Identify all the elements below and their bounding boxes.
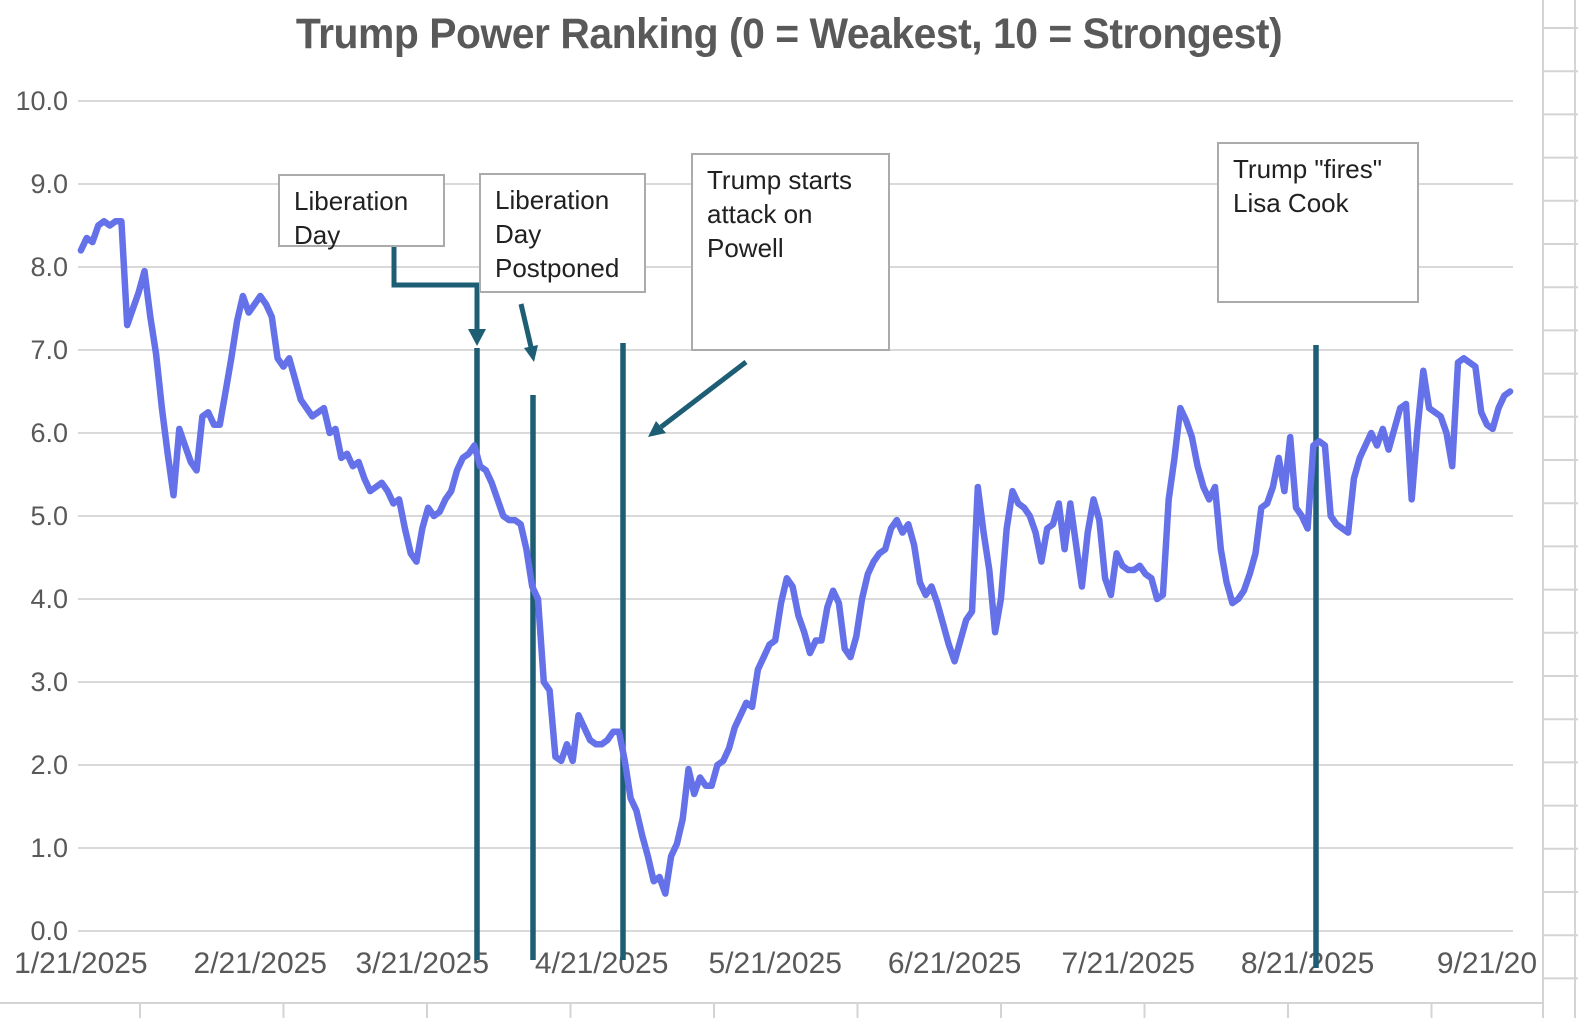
y-axis-tick-label: 8.0 — [30, 252, 68, 282]
y-axis-tick-label: 5.0 — [30, 501, 68, 531]
x-axis-tick-label: 4/21/2025 — [535, 947, 668, 980]
x-axis-tick-label: 6/21/2025 — [888, 947, 1021, 980]
x-axis-tick-label: 5/21/2025 — [709, 947, 842, 980]
y-axis-tick-label: 7.0 — [30, 335, 68, 365]
y-axis-tick-label: 4.0 — [30, 584, 68, 614]
x-axis-tick-label: 9/21/20 — [1437, 947, 1537, 980]
annotation-connector — [659, 360, 748, 429]
x-axis-tick-label: 3/21/2025 — [356, 947, 489, 980]
annotation-label: Liberation Day — [294, 186, 409, 250]
chart-title: Trump Power Ranking (0 = Weakest, 10 = S… — [295, 10, 1283, 58]
annotation-connector — [391, 229, 480, 330]
y-axis-tick-label: 1.0 — [30, 833, 68, 863]
y-axis-tick-label: 9.0 — [30, 169, 68, 199]
arrow-down-left-icon — [648, 421, 666, 437]
x-axis-tick-label: 1/21/2025 — [14, 947, 147, 980]
y-axis-tick-label: 2.0 — [30, 750, 68, 780]
y-axis-tick-label: 6.0 — [30, 418, 68, 448]
annotation-box-powell-attack[interactable]: Trump starts attack on Powell — [691, 153, 890, 351]
arrow-down-icon — [468, 329, 486, 346]
arrow-down-icon — [524, 345, 538, 362]
y-axis-tick-label: 10.0 — [15, 86, 68, 116]
x-axis-tick-label: 7/21/2025 — [1061, 947, 1194, 980]
y-axis-tick-label: 3.0 — [30, 667, 68, 697]
annotation-box-liberation-day[interactable]: Liberation Day — [278, 174, 445, 250]
annotation-label: Trump starts attack on Powell — [707, 165, 852, 263]
x-axis-tick-label: 2/21/2025 — [194, 947, 327, 980]
annotation-label: Trump "fires" Lisa Cook — [1233, 154, 1382, 218]
annotation-box-fires-lisa-cook[interactable]: Trump "fires" Lisa Cook — [1217, 142, 1419, 303]
annotation-box-liberation-day-postponed[interactable]: Liberation Day Postponed — [479, 173, 646, 293]
y-axis-tick-label: 0.0 — [30, 916, 68, 946]
annotation-connector — [518, 303, 534, 348]
annotation-label: Liberation Day Postponed — [495, 185, 620, 283]
x-axis-tick-label: 8/21/2025 — [1241, 947, 1374, 980]
series-line — [77, 218, 1514, 897]
